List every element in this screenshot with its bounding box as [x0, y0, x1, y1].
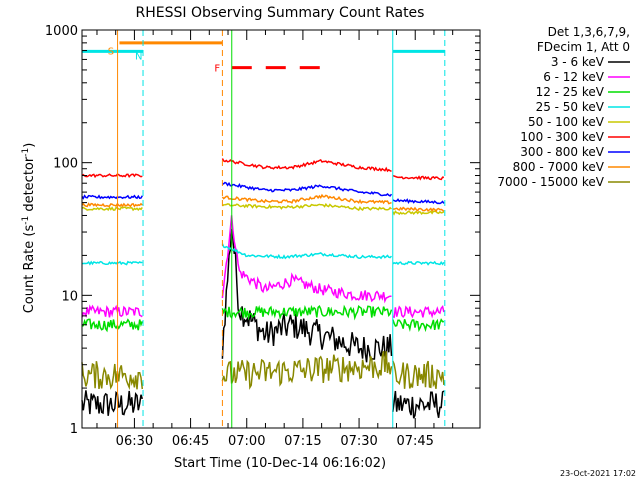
legend-label-7: 800 - 7000 keV [513, 160, 605, 174]
x-tick-label-4: 07:30 [340, 434, 377, 449]
series-line-5-segment-0 [81, 173, 143, 179]
series-line-7-segment-2 [392, 206, 445, 213]
series-line-8-segment-2 [392, 360, 445, 389]
legend-label-2: 12 - 25 keV [536, 85, 605, 99]
y-axis-label: Count Rate (s-1 detector-1) [21, 143, 37, 314]
legend-header-0: Det 1,3,6,7,9, [548, 25, 630, 39]
x-tick-label-3: 07:15 [284, 434, 321, 449]
series-line-1-segment-0 [81, 304, 143, 319]
legend-label-0: 3 - 6 keV [551, 55, 605, 69]
legend-label-5: 100 - 300 keV [520, 130, 604, 144]
series-line-2-segment-0 [81, 318, 143, 333]
legend-label-6: 300 - 800 keV [520, 145, 604, 159]
series-line-4-segment-1 [221, 202, 393, 212]
series-line-5-segment-1 [221, 158, 392, 173]
series-line-7-segment-1 [221, 193, 392, 205]
series-line-4-segment-0 [81, 206, 143, 212]
y-tick-label-2: 100 [53, 157, 78, 172]
series-line-7-segment-0 [81, 202, 143, 208]
x-axis-label: Start Time (10-Dec-14 06:16:02) [174, 456, 386, 471]
legend-label-3: 25 - 50 keV [536, 100, 605, 114]
series-line-2-segment-2 [392, 318, 445, 333]
series-line-6-segment-1 [222, 181, 393, 197]
x-tick-label-1: 06:45 [172, 434, 209, 449]
series-line-3-segment-1 [221, 243, 393, 260]
series-line-0-segment-0 [81, 390, 144, 416]
legend-label-8: 7000 - 15000 keV [497, 175, 604, 189]
plot-area: S N F [81, 30, 446, 428]
legend-label-1: 6 - 12 keV [543, 70, 605, 84]
series-line-0-segment-2 [392, 390, 445, 419]
timestamp: 23-Oct-2021 17:02 [560, 469, 636, 478]
x-tick-label-5: 07:45 [396, 434, 433, 449]
series-line-6-segment-0 [81, 194, 143, 200]
annotation-label-0: S [108, 47, 114, 58]
y-tick-label-1: 10 [61, 289, 78, 304]
legend-header-1: FDecim 1, Att 0 [537, 40, 630, 54]
series-line-5-segment-2 [392, 174, 445, 181]
y-tick-label-0: 1 [70, 422, 78, 437]
y-tick-label-3: 1000 [45, 24, 78, 39]
series-line-1-segment-1 [221, 215, 392, 304]
series-line-3-segment-0 [81, 260, 143, 266]
series-line-3-segment-2 [392, 260, 445, 266]
annotation-label-2: F [214, 64, 220, 75]
legend: Det 1,3,6,7,9,FDecim 1, Att 03 - 6 keV6 … [497, 25, 630, 189]
series-line-8-segment-1 [221, 351, 393, 390]
series-line-8-segment-0 [81, 361, 144, 391]
x-tick-label-0: 06:30 [116, 434, 153, 449]
series-line-1-segment-2 [392, 305, 445, 319]
chart-title: RHESSI Observing Summary Count Rates [136, 5, 425, 21]
x-tick-label-2: 07:00 [228, 434, 265, 449]
series-line-0-segment-1 [221, 228, 393, 363]
legend-label-4: 50 - 100 keV [528, 115, 605, 129]
series-line-6-segment-2 [392, 198, 445, 205]
axes: 1 10 100 1000 06:30 06:45 07:00 07:15 07:30 07:45 [45, 24, 481, 449]
annotation-label-1: N [135, 52, 142, 63]
series-line-2-segment-1 [221, 304, 393, 321]
axes-frame [81, 29, 481, 429]
